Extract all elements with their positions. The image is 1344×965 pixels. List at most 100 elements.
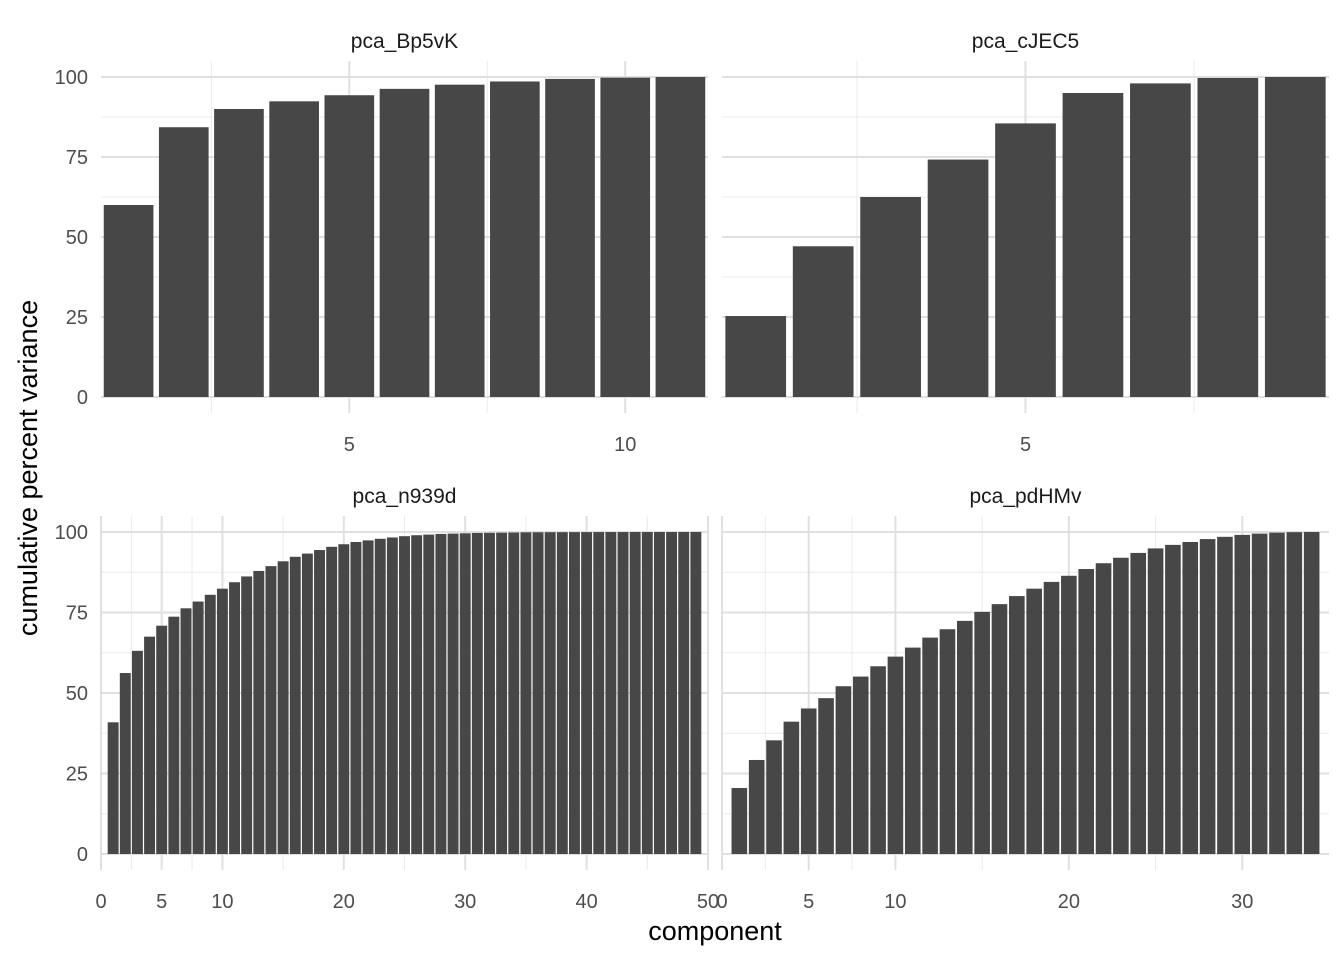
bar (922, 637, 938, 854)
y-tick-label: 75 (66, 147, 88, 169)
x-tick-label: 20 (1058, 891, 1080, 913)
y-tick-label: 100 (55, 522, 88, 544)
x-tick-label: 20 (333, 891, 355, 913)
bar (995, 123, 1056, 398)
y-tick-label: 25 (66, 307, 88, 329)
bar (1130, 83, 1191, 398)
facet-title: pca_n939d (353, 485, 457, 508)
y-tick-label: 50 (66, 227, 88, 249)
bar (1303, 532, 1320, 854)
bar (192, 601, 204, 854)
bar (1234, 534, 1251, 854)
x-tick-label: 0 (716, 891, 727, 913)
facet-title: pca_Bp5vK (351, 30, 458, 53)
bar (350, 541, 362, 854)
bar (214, 109, 264, 397)
x-tick-label: 50 (697, 891, 719, 913)
bar (324, 95, 375, 398)
bar (119, 673, 131, 854)
bar (991, 604, 1008, 854)
bar (1078, 569, 1095, 854)
bar (556, 532, 568, 854)
facet-title: pca_pdHMv (969, 485, 1082, 508)
bar (835, 686, 852, 854)
bar (1113, 557, 1129, 854)
bar (490, 81, 540, 397)
bar (1197, 77, 1259, 398)
facet-panel: pca_cJEC5 5 (722, 30, 1329, 456)
bar (1251, 533, 1268, 854)
bar (748, 759, 765, 854)
bar (870, 666, 886, 854)
bar (435, 533, 447, 854)
facet-panel: pca_Bp5vK 0 25 50 75 100 5 10 (55, 30, 708, 456)
x-axis-title: component (648, 916, 782, 946)
bar (1147, 548, 1164, 854)
bar (158, 127, 209, 398)
bar (131, 650, 143, 854)
bar (860, 197, 921, 397)
bar (532, 532, 544, 854)
bar (629, 532, 641, 854)
x-tick-label: 5 (1020, 434, 1031, 456)
bar (1009, 596, 1025, 854)
bar (314, 550, 325, 854)
bar (1043, 581, 1060, 854)
x-tick-label: 5 (344, 434, 355, 456)
bar (1269, 532, 1285, 854)
y-tick-label: 25 (66, 764, 88, 786)
bar (800, 708, 817, 854)
bar (434, 84, 485, 398)
bar (1199, 539, 1216, 854)
bar (653, 532, 665, 854)
bar (447, 533, 459, 854)
bar (379, 88, 430, 397)
x-tick-label: 30 (454, 891, 476, 913)
bar (617, 532, 629, 854)
bar (1165, 544, 1181, 854)
bar (103, 205, 154, 397)
x-tick-label: 10 (614, 434, 636, 456)
bar (289, 556, 301, 854)
bar (520, 532, 532, 854)
bar (204, 594, 216, 854)
x-tick-label: 30 (1231, 891, 1253, 913)
bar (593, 532, 605, 854)
bar (338, 544, 350, 854)
bar (725, 316, 787, 397)
bar (399, 536, 410, 854)
x-tick-label: 5 (803, 891, 814, 913)
bar (974, 611, 990, 854)
y-tick-label: 75 (66, 603, 88, 625)
bar (904, 647, 921, 854)
facet-panel: pca_n939d 0 25 50 75 100 0 5 10 20 30 40 50 (55, 485, 720, 913)
bar (600, 77, 651, 397)
bar (241, 576, 253, 854)
bar (956, 620, 973, 854)
bar (229, 582, 241, 854)
bar (568, 532, 580, 854)
bar (301, 553, 313, 854)
bar (581, 532, 593, 854)
bar (107, 722, 119, 854)
bar (939, 629, 956, 854)
x-tick-label: 10 (884, 891, 906, 913)
bar (1264, 77, 1326, 397)
bar (766, 740, 782, 854)
bar (471, 532, 483, 854)
bar (1286, 532, 1303, 854)
bar (326, 546, 338, 854)
facet-panel: pca_pdHMv 0 5 10 20 30 (716, 485, 1329, 913)
bar (927, 159, 989, 397)
bar (545, 78, 595, 398)
bar (1182, 541, 1199, 854)
bar (1061, 575, 1077, 854)
bar (411, 535, 423, 854)
bar (1130, 552, 1147, 854)
x-tick-label: 0 (95, 891, 106, 913)
bar (1217, 536, 1233, 854)
bar (731, 787, 748, 854)
